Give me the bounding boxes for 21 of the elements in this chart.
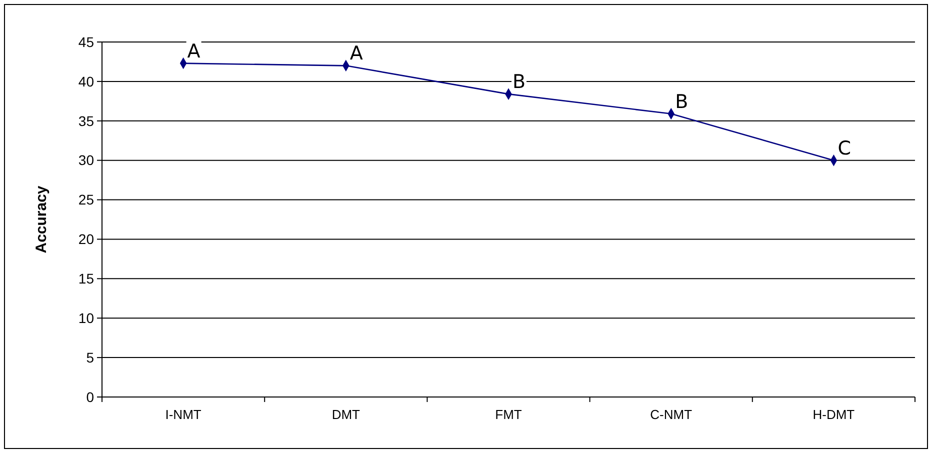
y-tick-label: 30 [78, 152, 94, 168]
x-tick-label: FMT [495, 407, 522, 422]
y-tick-label: 35 [78, 112, 94, 129]
x-tick-label: DMT [332, 407, 360, 422]
y-tick-label: 25 [78, 192, 94, 208]
x-tick-label: C-NMT [650, 407, 692, 422]
x-tick-label: I-NMT [165, 407, 202, 422]
y-axis-title: Accuracy [33, 185, 50, 254]
x-tick-label: H-DMT [812, 407, 855, 422]
annotation: C [838, 137, 851, 160]
y-tick-label: 5 [86, 349, 94, 366]
y-tick-label: 40 [78, 73, 94, 90]
annotation: A [350, 42, 363, 65]
annotation: B [675, 90, 688, 113]
annotation: A [187, 40, 200, 62]
annotation: B [512, 71, 526, 94]
y-tick-label: 20 [78, 231, 94, 248]
y-tick-label: 45 [78, 34, 94, 50]
y-tick-label: 15 [78, 270, 94, 287]
y-tick-label: 10 [78, 310, 94, 326]
y-tick-label: 0 [86, 388, 94, 405]
